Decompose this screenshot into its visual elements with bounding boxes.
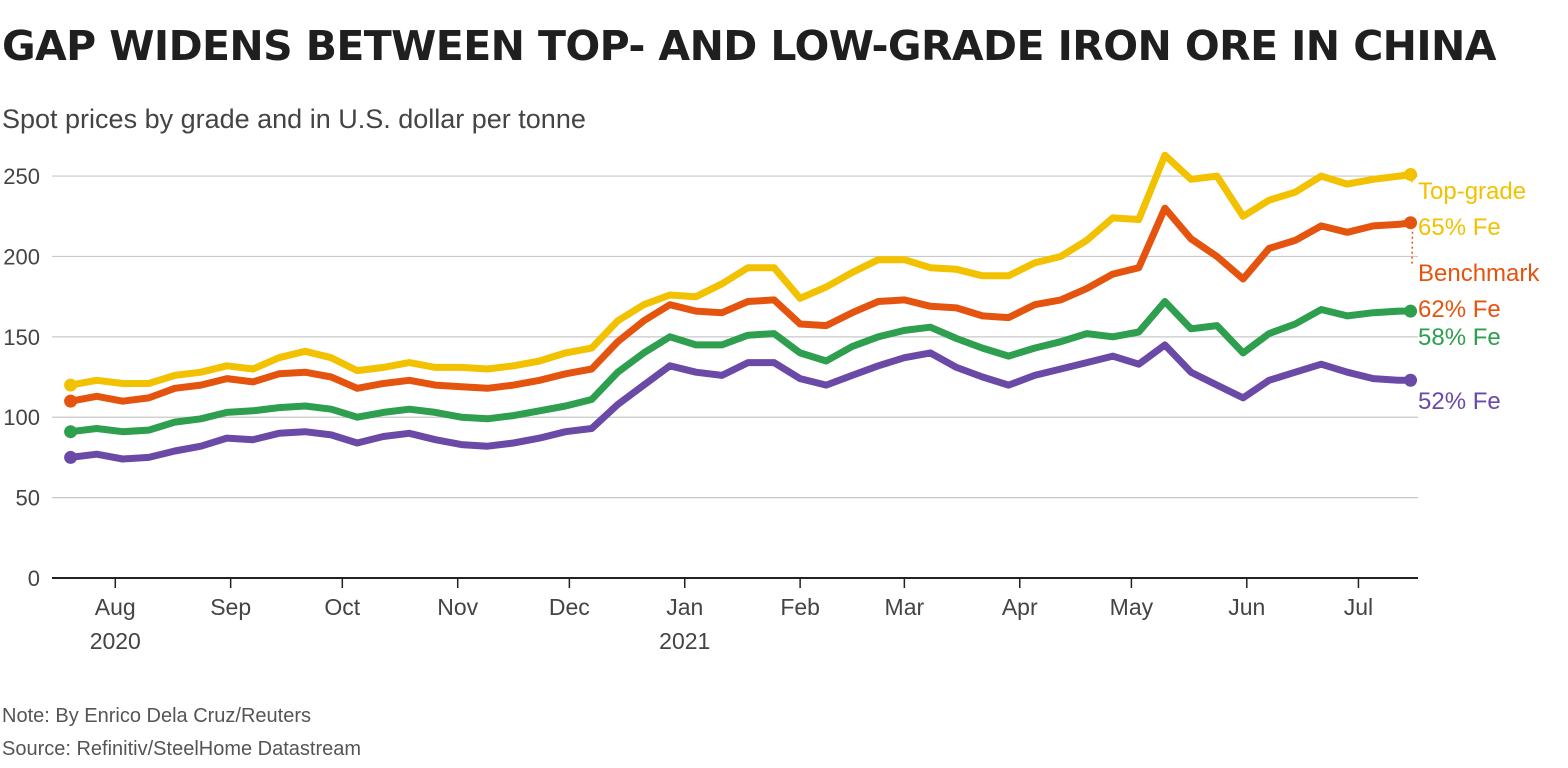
series-label-benchmark-fe: 62% Fe [1418, 296, 1501, 323]
label-leader-top-grade [1411, 170, 1414, 185]
series-label-52-fe: 52% Fe [1418, 388, 1501, 415]
series-line-52-fe [67, 341, 1415, 463]
y-tick-label: 50 [16, 486, 40, 511]
series-line-top-grade-65-fe [67, 151, 1415, 389]
series-line-benchmark-62-fe [67, 204, 1415, 405]
x-tick-label: Jul [1344, 594, 1373, 620]
x-tick-label: Aug [95, 594, 136, 620]
series-label-58-fe: 58% Fe [1418, 324, 1501, 351]
x-tick-label: Dec [549, 594, 590, 620]
series-end-marker [1404, 304, 1418, 318]
chart-subtitle: Spot prices by grade and in U.S. dollar … [2, 104, 586, 134]
x-tick-label: Mar [885, 594, 925, 620]
series-end-marker [1404, 373, 1418, 387]
chart-source: Source: Refinitiv/SteelHome Datastream [2, 738, 362, 760]
y-tick-label: 200 [3, 244, 40, 269]
label-leader-benchmark [1411, 226, 1414, 265]
x-tick-label: Jun [1228, 594, 1265, 620]
series-label-top-grade-fe: 65% Fe [1418, 214, 1501, 241]
chart-title: GAP WIDENS BETWEEN TOP- AND LOW-GRADE IR… [2, 22, 1496, 70]
series-start-marker [64, 450, 78, 464]
series-label-top-grade: Top-grade [1418, 178, 1526, 205]
x-tick-label: Nov [437, 594, 478, 620]
series-end-marker [1404, 167, 1418, 181]
chart-note: Note: By Enrico Dela Cruz/Reuters [2, 705, 312, 727]
x-tick-year-label: 2021 [659, 628, 710, 654]
series-start-marker [64, 378, 78, 392]
x-tick-year-label: 2020 [90, 628, 141, 654]
x-tick-label: May [1110, 594, 1154, 620]
series-line-58-fe [67, 298, 1415, 436]
x-tick-label: Oct [324, 594, 360, 620]
series-end-marker [1404, 216, 1418, 230]
x-tick-label: Feb [780, 594, 820, 620]
series-lines [64, 151, 1418, 464]
y-tick-label: 250 [3, 164, 40, 189]
x-tick-label: Apr [1002, 594, 1038, 620]
y-tick-label: 100 [3, 405, 40, 430]
series-start-marker [64, 425, 78, 439]
series-label-benchmark: Benchmark [1418, 260, 1540, 287]
x-tick-label: Jan [666, 594, 703, 620]
y-tick-label: 0 [28, 566, 40, 591]
y-tick-label: 150 [3, 325, 40, 350]
axes: 0 50 100 150 200 250 Aug 2020 Sep Oct Nov Dec Jan 202… [3, 164, 1418, 654]
series-start-marker [64, 394, 78, 408]
x-tick-label: Sep [210, 594, 251, 620]
